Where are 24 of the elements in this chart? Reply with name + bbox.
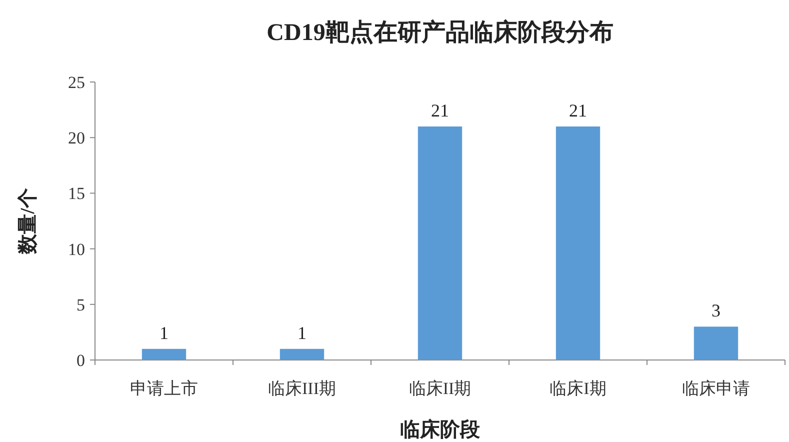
y-tick-label: 0	[76, 351, 85, 370]
x-tick-label: 临床III期	[268, 379, 336, 398]
y-tick-label: 25	[68, 73, 85, 92]
data-label: 21	[431, 100, 449, 120]
y-tick-label: 15	[68, 184, 85, 204]
data-label: 1	[160, 322, 168, 343]
y-tick-label: 10	[68, 240, 85, 259]
x-tick-label: 临床申请	[682, 379, 750, 398]
bar	[694, 326, 738, 360]
bar	[418, 126, 462, 360]
data-label: 1	[298, 322, 306, 343]
bar	[556, 126, 600, 360]
x-tick-label: 临床II期	[408, 379, 472, 398]
chart-title: CD19靶点在研产品临床阶段分布	[266, 19, 614, 46]
x-tick-label: 申请上市	[130, 379, 198, 398]
x-axis-title: 临床阶段	[400, 418, 481, 441]
x-tick-label: 临床I期	[550, 379, 606, 398]
bar	[142, 348, 186, 360]
y-tick-label: 20	[68, 128, 85, 148]
data-label: 21	[569, 100, 587, 120]
y-axis-title: 数量/个	[17, 188, 39, 255]
data-label: 3	[712, 300, 720, 321]
bar	[280, 348, 324, 360]
y-tick-label: 5	[76, 295, 85, 314]
